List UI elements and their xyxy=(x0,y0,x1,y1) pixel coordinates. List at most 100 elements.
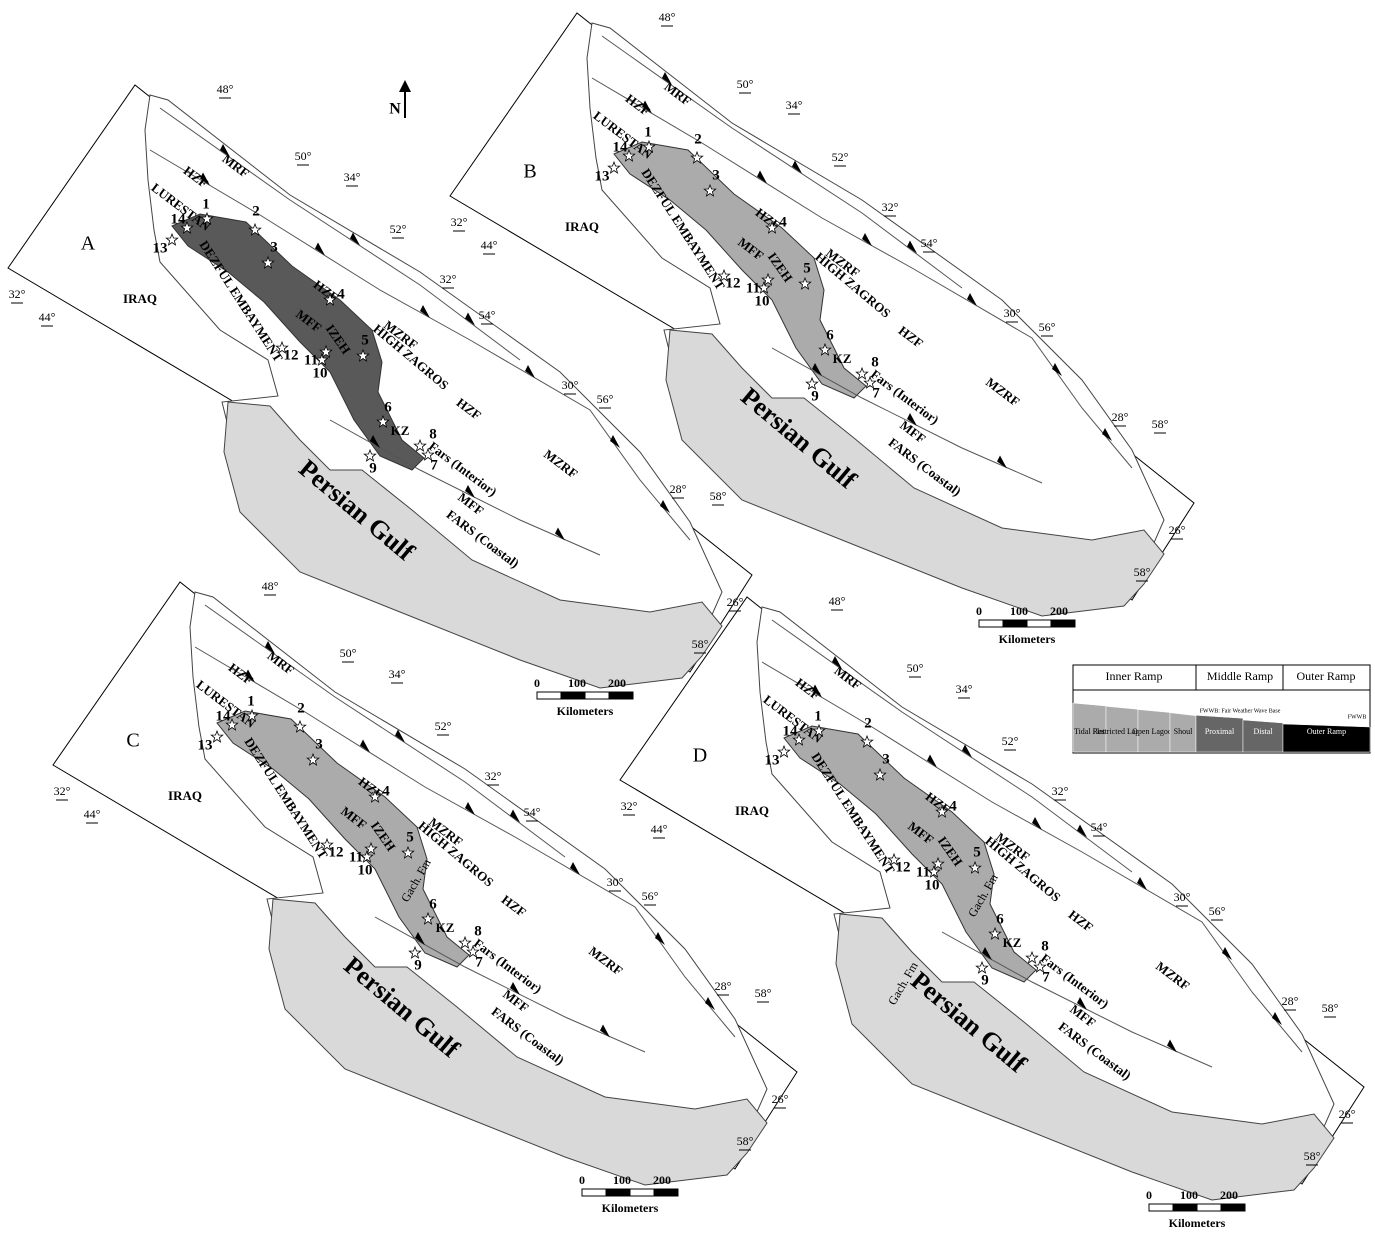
degree-label: 58° xyxy=(1152,417,1169,431)
well-star xyxy=(863,375,877,389)
legend-header: Inner Ramp xyxy=(1106,669,1163,683)
well-number: 7 xyxy=(475,954,483,970)
well-star xyxy=(931,856,945,870)
degree-label: 54° xyxy=(1091,820,1108,834)
legend-facies-label: Outer Ramp xyxy=(1307,727,1346,736)
facies-area xyxy=(171,213,425,471)
degree-label: 58° xyxy=(1134,565,1151,579)
well-star xyxy=(792,732,806,746)
map-label: IRAQ xyxy=(565,219,599,234)
scale-unit: Kilometers xyxy=(557,704,614,718)
well-star xyxy=(323,292,337,306)
well-star xyxy=(180,220,194,234)
panel-letter: C xyxy=(126,730,139,752)
well-number: 1 xyxy=(247,693,255,709)
map-label: KZ xyxy=(1003,935,1022,950)
well-number: 5 xyxy=(406,829,414,845)
fault-tooth xyxy=(757,170,767,184)
fault-tooth xyxy=(510,982,520,995)
fault-tooth xyxy=(1102,428,1112,441)
well-number: 2 xyxy=(297,700,305,716)
scale-tick-label: 100 xyxy=(1010,604,1028,618)
fault-tooth xyxy=(395,729,405,743)
fault-tooth xyxy=(997,455,1007,469)
well-star xyxy=(1033,959,1047,973)
well-star xyxy=(765,220,779,234)
degree-label: 32° xyxy=(451,215,468,229)
fault-tooth xyxy=(862,233,872,246)
well-number: 8 xyxy=(429,426,437,442)
legend-facies xyxy=(1242,719,1284,753)
well-number: 9 xyxy=(414,957,422,973)
scale-bar: 0 100 200 Kilometers xyxy=(579,1173,679,1215)
fault-tooth xyxy=(907,240,917,254)
degree-label: 28° xyxy=(1112,410,1129,424)
fault-tooth xyxy=(967,293,977,306)
degree-label: 32° xyxy=(621,799,638,813)
fault-tooth xyxy=(465,312,475,326)
degree-label: 26° xyxy=(727,595,744,609)
map-label: IRAQ xyxy=(735,803,769,818)
well-number: 5 xyxy=(973,844,981,860)
well-number: 12 xyxy=(329,844,344,860)
well-number: 6 xyxy=(826,327,834,343)
fault-tooth xyxy=(1272,1012,1282,1025)
well-star xyxy=(818,342,832,356)
scale-tick-label: 100 xyxy=(1180,1188,1198,1202)
well-star xyxy=(622,148,636,162)
persian-gulf xyxy=(268,898,768,1186)
thrust-fault xyxy=(329,419,601,556)
well-star xyxy=(757,280,771,294)
thrust-fault xyxy=(601,35,963,289)
fault-tooth xyxy=(315,242,325,256)
well-star xyxy=(261,255,275,269)
scale-segment xyxy=(605,1188,631,1197)
fault-tooth xyxy=(1052,363,1062,376)
degree-label: 48° xyxy=(829,594,846,608)
well-number: 13 xyxy=(153,240,168,256)
fault-tooth xyxy=(1077,997,1087,1010)
scale-segment xyxy=(653,1188,679,1197)
degree-label: 26° xyxy=(1169,523,1186,537)
well-number: 5 xyxy=(361,332,369,348)
legend-header: Outer Ramp xyxy=(1297,669,1356,683)
legend-facies-label: Tidal Flat xyxy=(1074,727,1106,736)
well-number: 3 xyxy=(315,736,323,752)
panel-letter: D xyxy=(693,745,707,767)
degree-label: 54° xyxy=(479,308,496,322)
legend-facies-label: Distal xyxy=(1253,727,1273,736)
degree-label: 30° xyxy=(1174,890,1191,904)
well-star xyxy=(607,160,621,174)
fault-tooth xyxy=(465,802,475,815)
facies-area xyxy=(613,141,867,399)
degree-label: 30° xyxy=(607,875,624,889)
well-star xyxy=(356,348,370,362)
degree-label: 44° xyxy=(39,310,56,324)
scale-segment xyxy=(1050,619,1076,628)
degree-label: 58° xyxy=(692,637,709,651)
scale-bar: 0 100 200 Kilometers xyxy=(534,676,634,718)
degree-label: 32° xyxy=(9,287,26,301)
degree-label: 48° xyxy=(659,10,676,24)
well-number: 3 xyxy=(270,239,278,255)
scale-bar: 0 100 200 Kilometers xyxy=(976,604,1076,646)
well-number: 8 xyxy=(474,923,482,939)
degree-label: 58° xyxy=(755,986,772,1000)
degree-label: 54° xyxy=(524,805,541,819)
facies-area xyxy=(783,725,1037,983)
degree-label: 30° xyxy=(1004,306,1021,320)
well-number: 4 xyxy=(337,286,345,302)
well-star xyxy=(245,708,259,722)
well-star xyxy=(690,150,704,164)
well-star xyxy=(798,276,812,290)
fault-tooth xyxy=(1222,947,1232,960)
fault-tooth xyxy=(420,305,430,318)
well-number: 4 xyxy=(779,214,787,230)
well-star xyxy=(364,841,378,855)
fault-tooth xyxy=(660,500,670,513)
scale-tick-label: 100 xyxy=(613,1173,631,1187)
fault-tooth xyxy=(200,172,210,186)
well-star xyxy=(642,139,656,153)
